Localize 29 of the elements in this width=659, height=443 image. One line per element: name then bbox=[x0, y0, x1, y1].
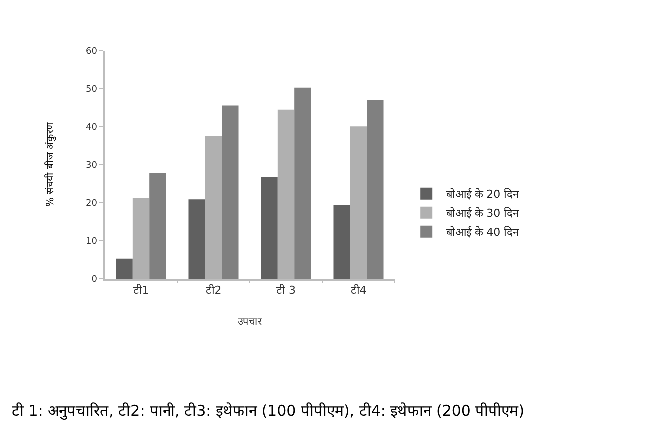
y-tick-label: 30 bbox=[86, 161, 98, 172]
y-tick-label: 50 bbox=[86, 85, 98, 96]
y-tick-label: 20 bbox=[86, 199, 98, 210]
bar bbox=[278, 110, 295, 279]
y-tick-label: 0 bbox=[92, 275, 98, 286]
bar bbox=[294, 88, 312, 279]
y-tick-label: 10 bbox=[86, 237, 98, 248]
bar bbox=[350, 126, 368, 279]
bar bbox=[132, 198, 150, 279]
y-axis-title: % संचयी बीज अंकुरण bbox=[44, 122, 56, 208]
legend-label: बोआई के 30 दिन bbox=[446, 207, 520, 220]
x-tick-label: टी2 bbox=[206, 284, 222, 297]
bar bbox=[222, 106, 239, 279]
x-tick-label: टी 3 bbox=[276, 284, 296, 297]
text: टी 1: अनुपचारित, टी2: पानी, टी3: इथेफान (100 पीपीएम), टी4: इथेफान (200 पीपीएम) bbox=[12, 402, 525, 421]
x-tick-label: टी4 bbox=[350, 284, 367, 297]
legend-label: बोआई के 20 दिन bbox=[446, 188, 520, 202]
x-axis-title: उपचार bbox=[238, 316, 263, 328]
bar bbox=[334, 205, 350, 279]
bar bbox=[261, 178, 278, 279]
bar bbox=[367, 100, 384, 279]
bar bbox=[205, 136, 222, 279]
bar bbox=[116, 258, 133, 279]
y-tick-label: 40 bbox=[86, 123, 98, 134]
x-tick-label: टी1 bbox=[133, 284, 150, 297]
legend-label: बोआई के 40 दिन bbox=[446, 226, 520, 240]
bar bbox=[150, 173, 166, 279]
bar bbox=[188, 200, 206, 279]
y-tick-label: 60 bbox=[86, 47, 98, 58]
